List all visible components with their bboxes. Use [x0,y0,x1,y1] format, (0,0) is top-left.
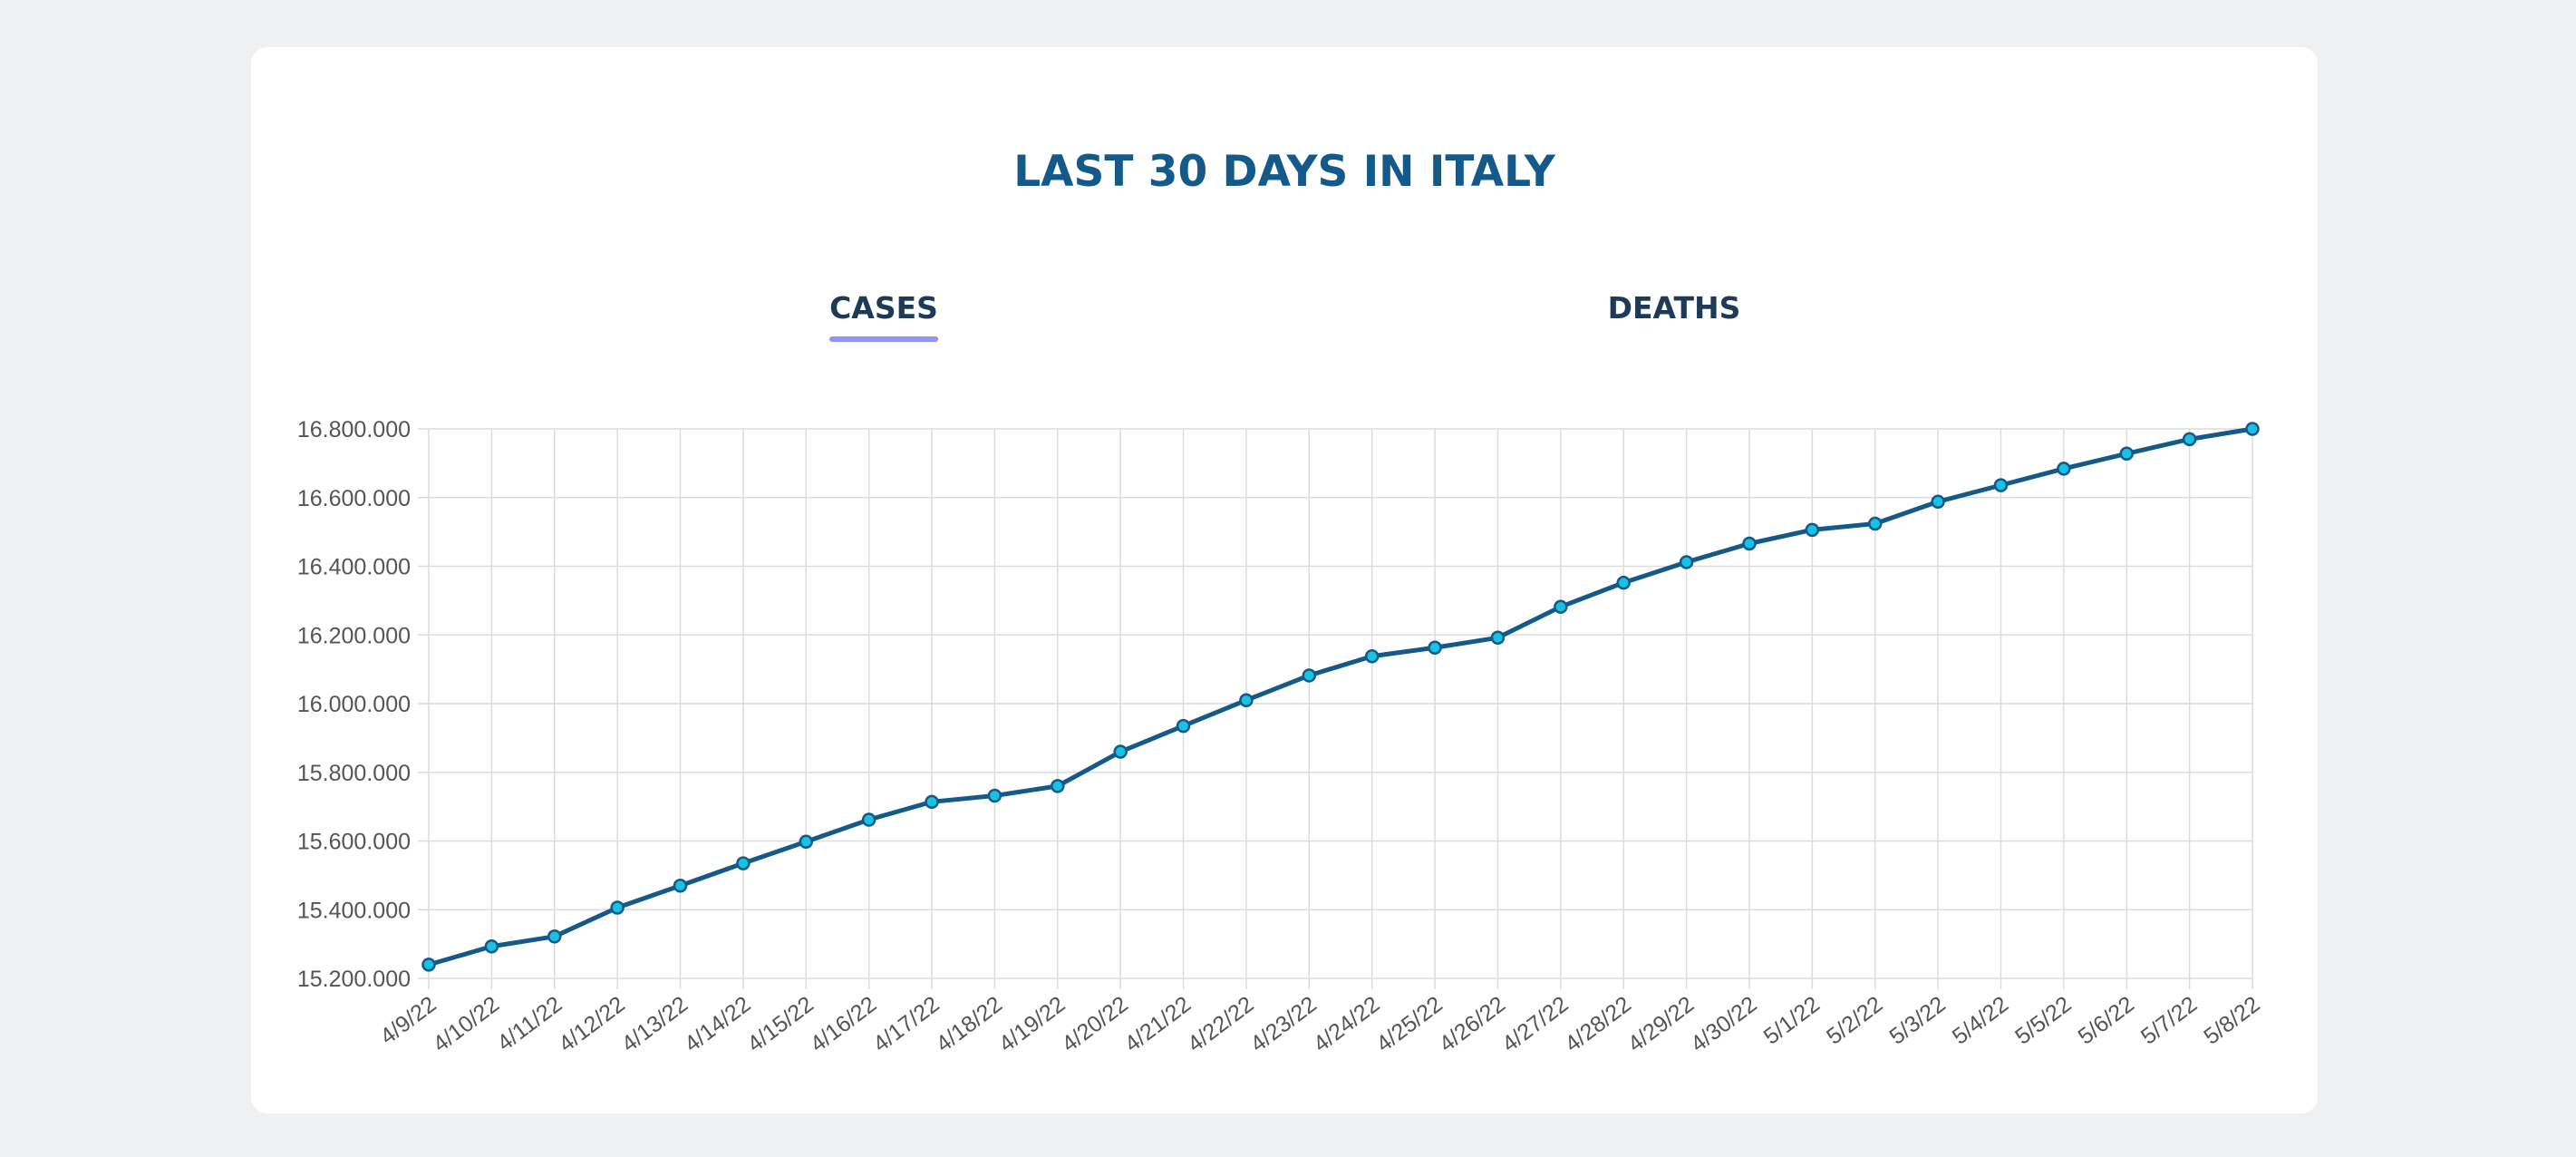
x-tick-label: 4/20/22 [1057,991,1132,1057]
data-point [2245,422,2260,436]
x-tick-label: 4/29/22 [1623,991,1699,1057]
page-title: LAST 30 DAYS IN ITALY [1013,147,1555,197]
x-tick-label: 4/13/22 [617,991,692,1057]
data-point [1051,779,1065,793]
y-tick-label: 15.600.000 [297,830,411,855]
data-point [1302,668,1317,683]
x-tick-label: 4/30/22 [1686,991,1761,1057]
y-tick-label: 15.800.000 [297,761,411,786]
y-tick-label: 15.200.000 [297,967,411,992]
x-tick-label: 5/5/22 [2010,991,2076,1049]
data-point [1364,648,1380,664]
x-tick-label: 4/15/22 [742,991,818,1057]
x-tick-label: 5/8/22 [2199,991,2264,1049]
y-tick-label: 16.200.000 [297,623,411,648]
data-point [1867,516,1883,531]
data-point [2057,462,2071,476]
data-point [1554,599,1568,614]
tab-cases[interactable]: CASES [829,290,938,342]
x-tick-label: 4/22/22 [1183,991,1258,1057]
data-point [2119,446,2134,462]
data-point [421,958,436,972]
x-tick-label: 4/16/22 [806,991,881,1057]
data-point [736,856,751,870]
x-tick-label: 4/23/22 [1245,991,1321,1057]
x-tick-label: 4/21/22 [1120,991,1196,1057]
x-tick-label: 4/19/22 [994,991,1070,1057]
data-point [799,834,814,850]
cases-line-chart: 16.800.000 16.600.000 16.400.000 16.200.000… [297,417,2265,1057]
x-tick-label: 4/11/22 [492,991,567,1055]
data-point [1239,693,1254,707]
x-tick-label: 4/14/22 [680,991,755,1057]
data-point [1742,536,1757,551]
x-tick-label: 5/6/22 [2073,991,2138,1049]
x-tick-label: 4/25/22 [1371,991,1447,1057]
data-point [1805,522,1820,538]
x-tick-label: 5/2/22 [1822,991,1887,1049]
x-tick-label: 5/1/22 [1759,991,1825,1049]
x-tick-label: 4/26/22 [1435,991,1510,1057]
x-tick-label: 4/18/22 [932,991,1007,1057]
y-tick-label: 16.000.000 [297,692,411,717]
x-tick-label: 5/3/22 [1884,991,1950,1049]
data-point [610,900,625,915]
x-tick-label: 5/4/22 [1948,991,2013,1049]
y-tick-label: 16.800.000 [297,417,411,442]
series-line [426,426,2255,967]
x-tick-label: 4/24/22 [1309,991,1384,1057]
data-point [673,878,688,893]
tab-deaths-label: DEATHS [1607,290,1741,326]
data-point [1113,744,1128,759]
data-point [1616,575,1631,590]
y-tick-label: 16.600.000 [297,486,411,511]
data-point [1679,555,1694,569]
data-point [484,939,499,954]
chart-card: LAST 30 DAYS IN ITALY CASES DEATHS 16.80… [251,47,2318,1113]
x-tick-label: 4/17/22 [868,991,944,1057]
x-tick-label: 4/27/22 [1497,991,1573,1057]
x-tick-label: 4/12/22 [554,991,629,1057]
tab-cases-label: CASES [829,290,938,326]
data-point [987,788,1002,803]
data-point [1176,718,1191,734]
data-point [547,929,562,944]
y-tick-label: 15.400.000 [297,898,411,923]
tab-deaths[interactable]: DEATHS [1608,290,1741,326]
data-point [1490,630,1506,646]
x-tick-label: 4/10/22 [429,991,504,1057]
data-point [2182,432,2197,447]
data-point [861,812,876,827]
x-tick-label: 5/7/22 [2136,991,2202,1049]
data-point [1931,494,1945,510]
data-point [1993,478,2009,492]
active-tab-underline [829,336,938,342]
x-tick-label: 4/28/22 [1560,991,1635,1057]
y-tick-label: 16.400.000 [297,555,411,580]
data-point [1428,640,1442,656]
data-point [925,794,939,810]
